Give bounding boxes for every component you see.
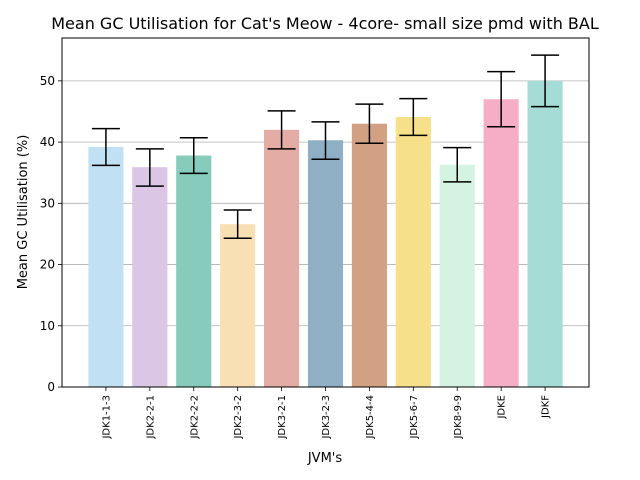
x-tick-label: JDKE xyxy=(497,395,508,420)
bar xyxy=(395,116,431,388)
x-tick-label: JDK8-9-9 xyxy=(453,395,464,440)
y-axis-ticks: 0 10 20 30 40 50 xyxy=(40,74,62,394)
x-axis-ticks: JDK1-1-3 JDK2-2-1 JDK2-2-2 JDK2-3-2 JDK3-2-1… xyxy=(101,387,552,440)
error-bar xyxy=(399,97,428,137)
bar xyxy=(176,155,212,387)
error-bar xyxy=(223,209,252,239)
bar xyxy=(220,224,256,387)
error-bars xyxy=(91,54,560,239)
y-tick-label: 20 xyxy=(40,258,55,272)
bar xyxy=(439,164,475,387)
x-tick-label: JDK5-4-4 xyxy=(365,395,376,440)
bar xyxy=(527,80,563,387)
error-bar xyxy=(135,148,164,187)
x-axis-label: JVM's xyxy=(307,451,343,466)
x-tick-label: JDK2-3-2 xyxy=(233,395,244,440)
bar xyxy=(132,167,168,387)
x-tick-label: JDK3-2-3 xyxy=(321,395,332,440)
error-bar xyxy=(355,103,384,145)
bars xyxy=(88,80,563,388)
x-tick-label: JDKF xyxy=(541,395,552,419)
bar xyxy=(483,99,519,387)
bar xyxy=(88,146,124,387)
y-tick-label: 0 xyxy=(47,380,55,394)
chart-title: Mean GC Utilisation for Cat's Meow - 4co… xyxy=(51,14,599,33)
y-tick-label: 10 xyxy=(40,319,55,333)
x-tick-label: JDK2-2-2 xyxy=(189,395,200,440)
x-tick-label: JDK5-6-7 xyxy=(409,395,420,440)
bar xyxy=(307,140,344,387)
bar xyxy=(264,129,300,387)
error-bar xyxy=(267,110,296,150)
error-bar xyxy=(91,127,120,167)
y-axis-label: Mean GC Utilisation (%) xyxy=(16,135,31,290)
error-bar xyxy=(443,146,472,183)
error-bar xyxy=(487,70,516,128)
error-bar xyxy=(179,137,208,175)
y-tick-label: 40 xyxy=(40,135,55,149)
x-tick-label: JDK1-1-3 xyxy=(101,395,112,440)
bar xyxy=(351,123,387,387)
error-bar xyxy=(531,54,560,108)
error-bar xyxy=(311,121,340,160)
x-tick-label: JDK3-2-1 xyxy=(277,395,288,440)
y-tick-label: 50 xyxy=(40,74,55,88)
y-tick-label: 30 xyxy=(40,196,55,210)
x-tick-label: JDK2-2-1 xyxy=(145,395,156,440)
